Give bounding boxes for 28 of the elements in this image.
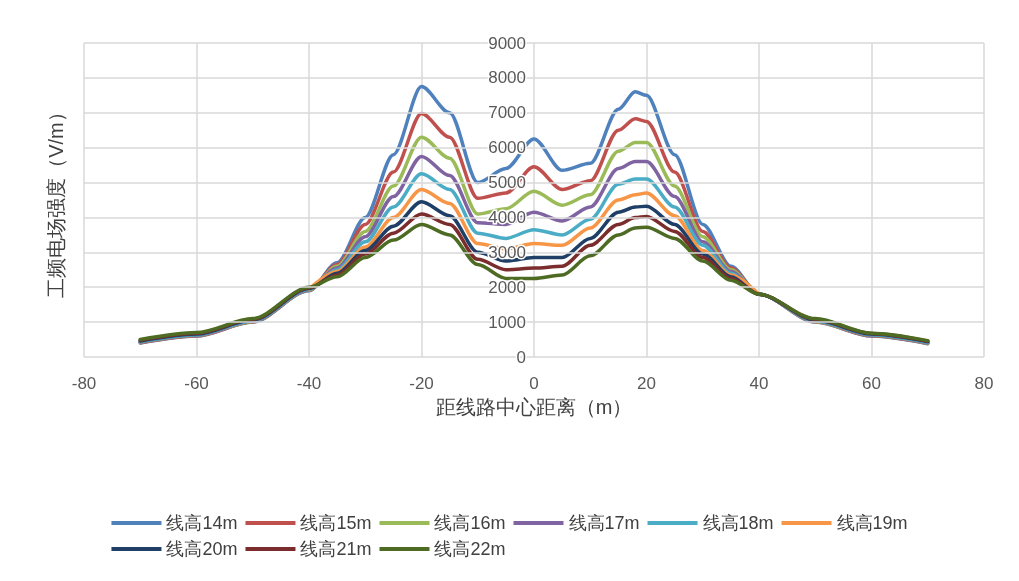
y-tick-label: 2000 [488, 277, 526, 297]
y-tick-label: 5000 [488, 173, 526, 193]
x-axis-title: 距线路中心距离（m） [435, 396, 633, 418]
x-tick-label: 80 [974, 374, 994, 393]
x-tick-label: 20 [637, 374, 656, 393]
y-tick-label: 9000 [488, 33, 526, 53]
legend-label: 线高17m [568, 513, 640, 533]
x-tick-label: 0 [529, 374, 539, 393]
legend-label: 线高15m [300, 513, 372, 533]
x-tick-label: 40 [749, 374, 769, 393]
legend-label: 线高16m [434, 513, 506, 533]
x-tick-label: 60 [862, 374, 881, 393]
y-tick-label: 0 [516, 347, 526, 367]
legend-label: 线高22m [434, 539, 506, 559]
x-tick-label: -40 [296, 374, 322, 393]
y-tick-label: 7000 [488, 103, 526, 123]
legend-label: 线高20m [166, 539, 238, 559]
x-tick-label: -80 [71, 374, 97, 393]
x-tick-label: -20 [409, 374, 434, 393]
legend-label: 线高14m [166, 513, 238, 533]
y-tick-label: 8000 [488, 68, 526, 88]
y-tick-label: 1000 [488, 312, 526, 332]
legend-label: 线高21m [300, 539, 372, 559]
x-tick-label: -60 [184, 374, 209, 393]
legend-label: 线高19m [836, 513, 908, 533]
legend-label: 线高18m [702, 513, 774, 533]
y-axis-title: 工频电场强度（V/m） [45, 102, 67, 298]
y-tick-label: 6000 [488, 138, 526, 158]
